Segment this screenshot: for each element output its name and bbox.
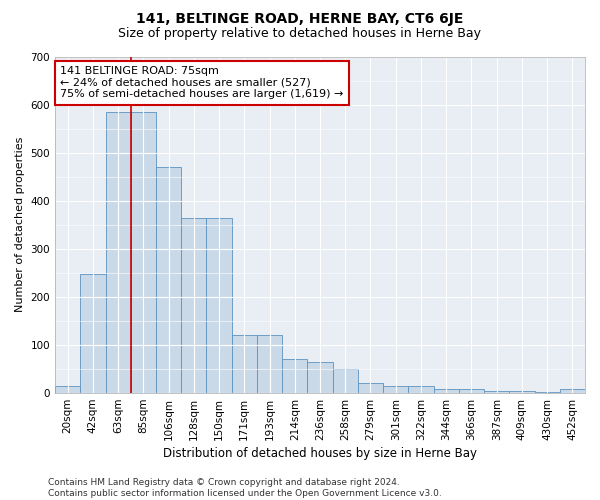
- Bar: [459, 389, 484, 393]
- Bar: [181, 218, 206, 393]
- X-axis label: Distribution of detached houses by size in Herne Bay: Distribution of detached houses by size …: [163, 447, 477, 460]
- Bar: [131, 112, 156, 393]
- Bar: [307, 362, 332, 393]
- Bar: [282, 360, 307, 393]
- Bar: [383, 386, 409, 393]
- Bar: [232, 336, 257, 393]
- Bar: [409, 386, 434, 393]
- Text: 141 BELTINGE ROAD: 75sqm
← 24% of detached houses are smaller (527)
75% of semi-: 141 BELTINGE ROAD: 75sqm ← 24% of detach…: [60, 66, 343, 100]
- Text: Size of property relative to detached houses in Herne Bay: Size of property relative to detached ho…: [119, 28, 482, 40]
- Bar: [80, 274, 106, 393]
- Bar: [106, 112, 131, 393]
- Y-axis label: Number of detached properties: Number of detached properties: [15, 137, 25, 312]
- Bar: [156, 167, 181, 393]
- Bar: [509, 391, 535, 393]
- Bar: [332, 369, 358, 393]
- Bar: [434, 389, 459, 393]
- Text: Contains HM Land Registry data © Crown copyright and database right 2024.
Contai: Contains HM Land Registry data © Crown c…: [48, 478, 442, 498]
- Bar: [560, 389, 585, 393]
- Bar: [257, 336, 282, 393]
- Bar: [358, 384, 383, 393]
- Bar: [535, 392, 560, 393]
- Bar: [55, 386, 80, 393]
- Bar: [206, 218, 232, 393]
- Text: 141, BELTINGE ROAD, HERNE BAY, CT6 6JE: 141, BELTINGE ROAD, HERNE BAY, CT6 6JE: [136, 12, 464, 26]
- Bar: [484, 391, 509, 393]
